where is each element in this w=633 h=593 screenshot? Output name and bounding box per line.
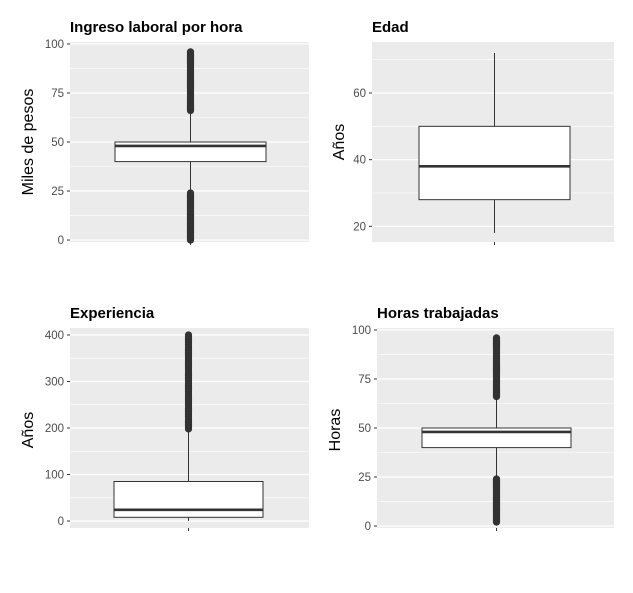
y-tick-label: 75 [358,374,371,386]
plot-area: 0 25 50 75 100 [45,39,309,247]
outlier-point [492,334,501,342]
chart-edad: Edad Años 20 40 60 [331,19,614,245]
y-tick-label: 20 [353,221,366,233]
y-axis-label: Horas [327,409,344,452]
y-tick-label: 50 [358,423,371,435]
chart-horas: Horas trabajadas Horas 0 25 50 75 100 [327,305,614,533]
box [113,480,264,518]
outlier-point [186,189,195,197]
y-tick-label: 400 [45,330,64,342]
y-tick-label: 0 [365,521,371,533]
chart-title: Horas trabajadas [377,305,499,322]
y-tick-label: 300 [45,376,64,388]
y-tick-label: 100 [352,325,371,337]
chart-title: Edad [372,19,409,36]
y-tick-label: 0 [58,235,64,247]
y-axis-label: Años [331,124,348,160]
outlier-point [184,331,193,339]
y-tick-label: 100 [45,470,64,482]
y-axis-label: Años [20,412,37,448]
y-tick-label: 25 [51,186,64,198]
chart-experiencia: Experiencia Años 0 100 200 300 400 [20,305,309,531]
y-tick-label: 60 [353,88,366,100]
y-axis-label: Miles de pesos [20,89,37,196]
outlier-point [186,48,195,56]
chart-ingreso: Ingreso laboral por hora Miles de pesos … [20,19,309,247]
plot-area: 0 25 50 75 100 [352,325,614,533]
chart-title: Ingreso laboral por hora [70,19,243,36]
plot-area: 0 100 200 300 400 [45,328,309,531]
y-tick-label: 25 [358,472,371,484]
box [418,125,571,201]
y-tick-label: 50 [51,137,64,149]
y-tick-label: 75 [51,88,64,100]
y-tick-label: 100 [45,39,64,51]
plot-area: 20 40 60 [353,42,614,245]
chart-title: Experiencia [70,305,155,322]
y-tick-label: 200 [45,423,64,435]
y-tick-label: 0 [58,516,64,528]
y-tick-label: 40 [353,155,366,167]
outlier-point [492,475,501,483]
